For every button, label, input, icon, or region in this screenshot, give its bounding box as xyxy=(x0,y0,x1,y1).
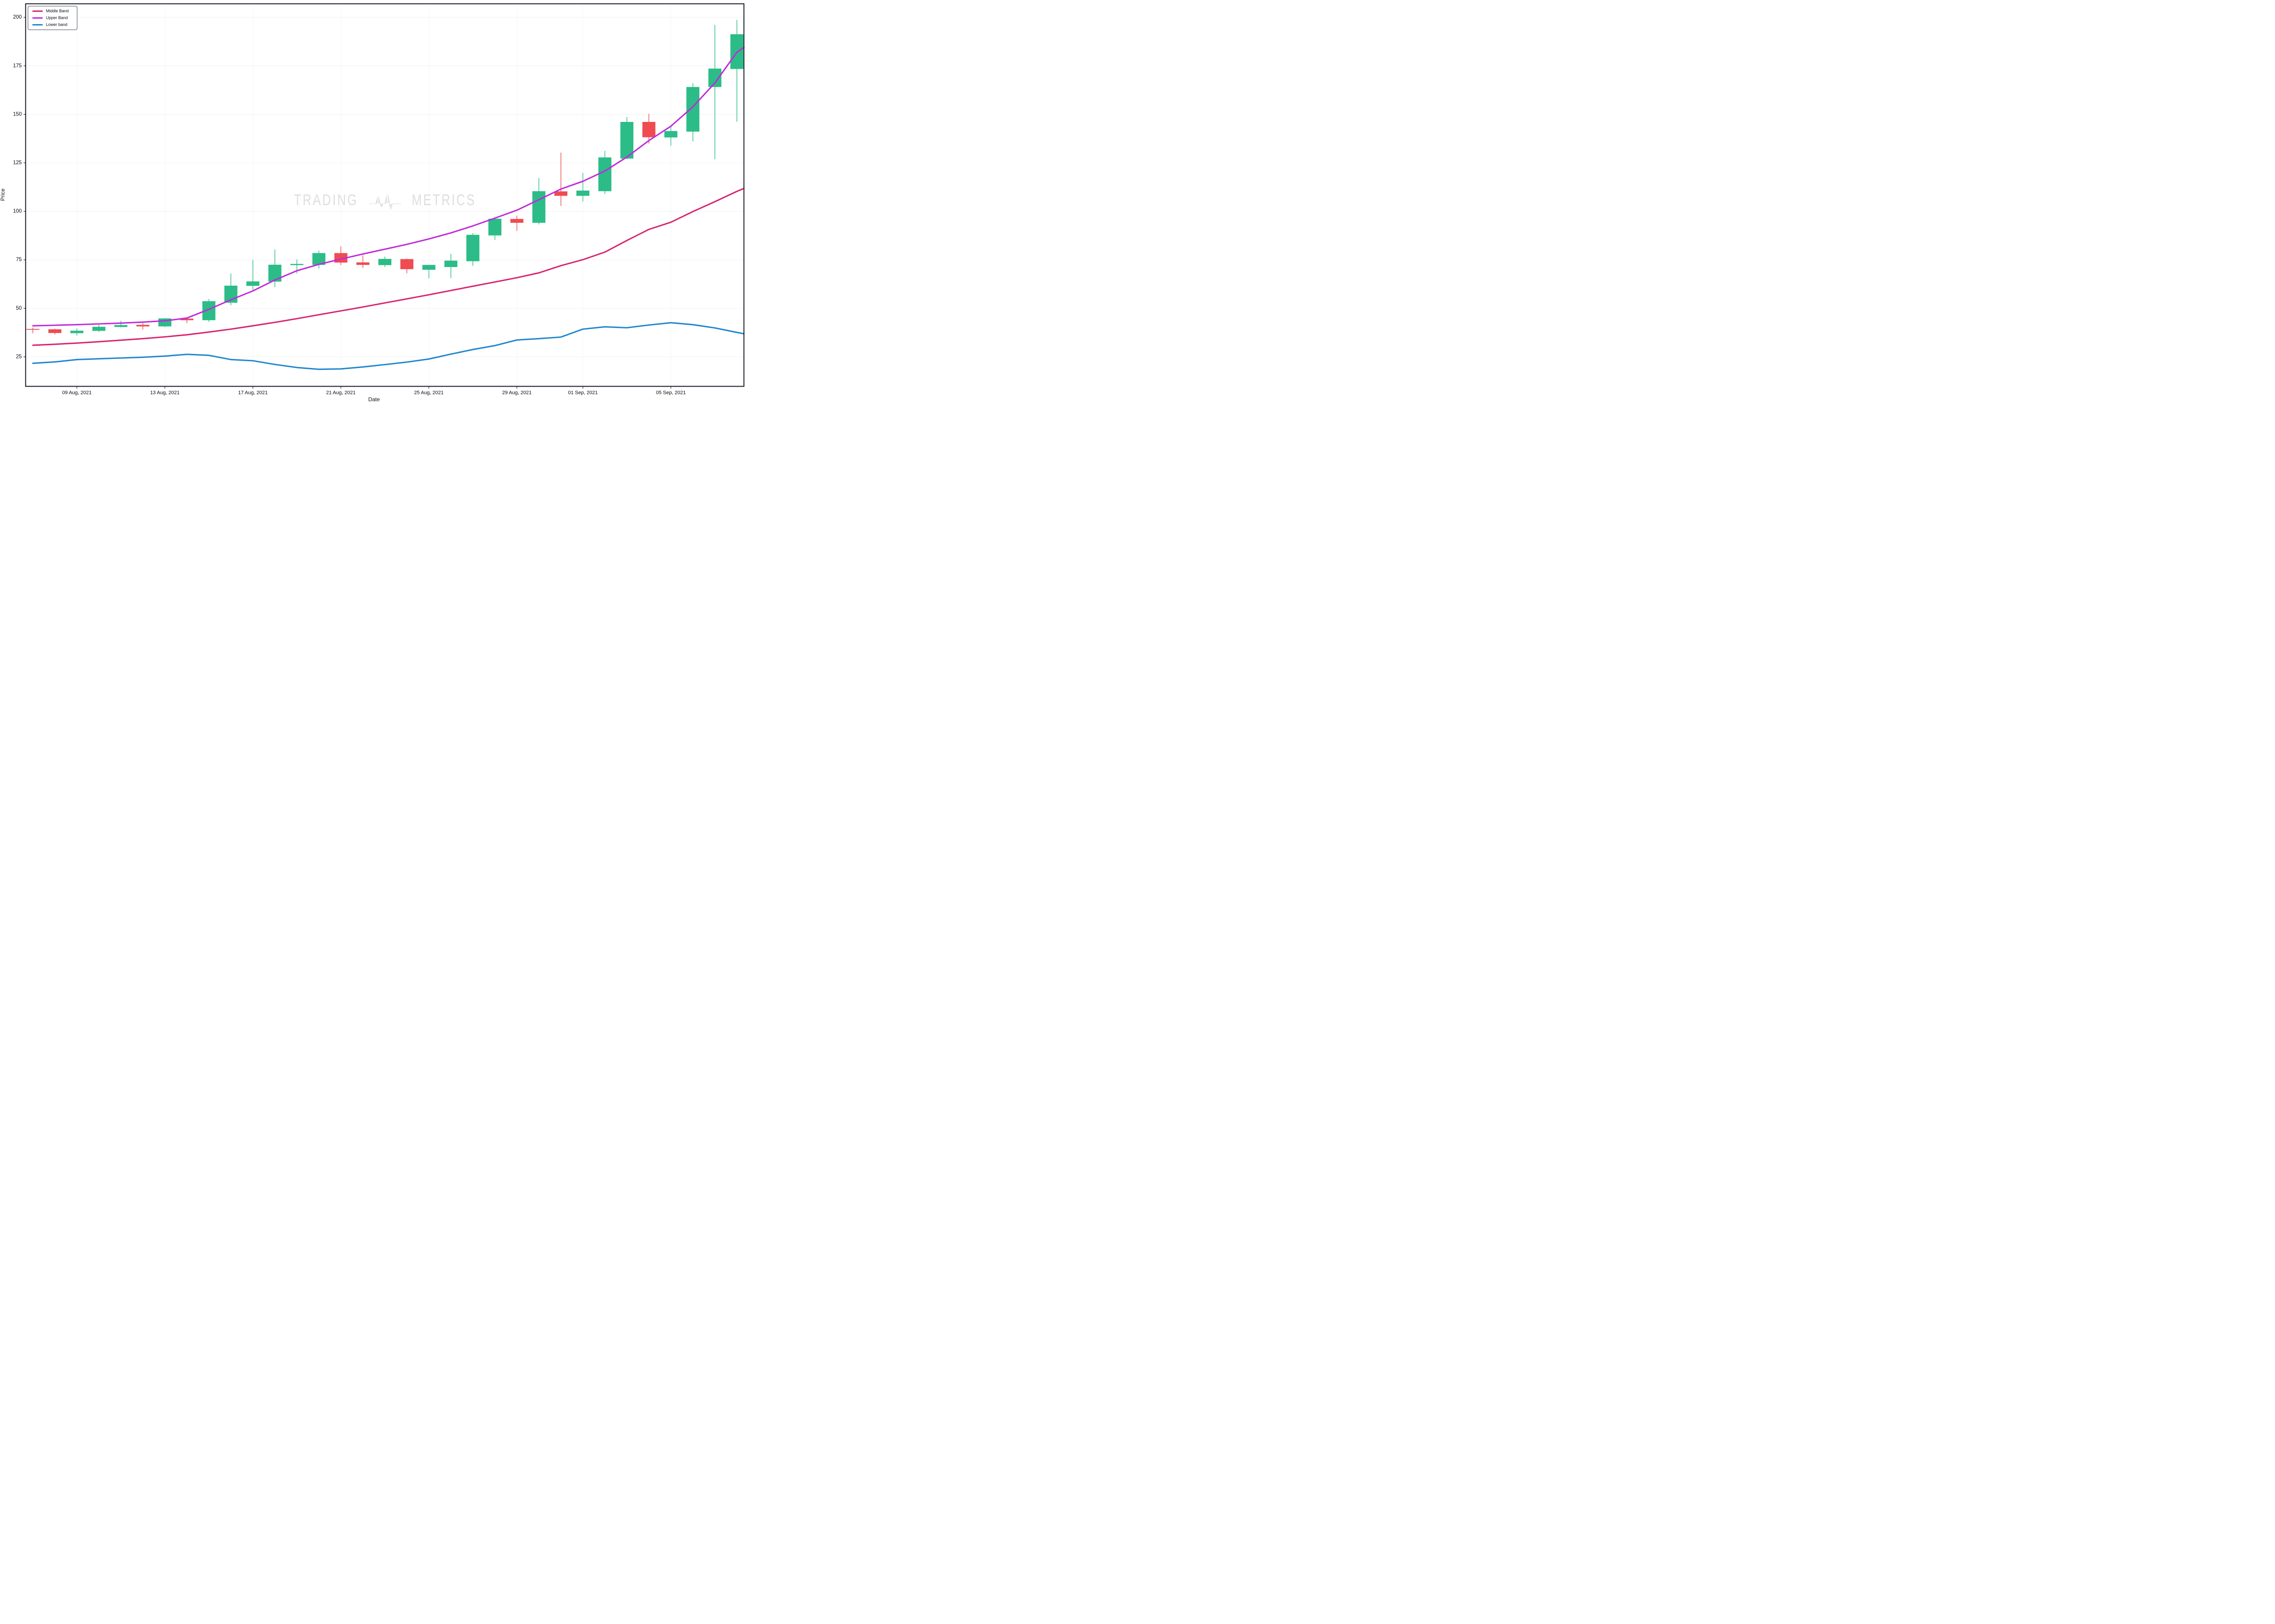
candle-down[interactable] xyxy=(26,328,40,333)
x-tick-label: 29 Aug, 2021 xyxy=(502,390,532,395)
lower-band-line[interactable] xyxy=(32,322,745,370)
x-tick-label: 21 Aug, 2021 xyxy=(326,390,356,395)
candle-body xyxy=(532,191,546,223)
x-tick-label: 13 Aug, 2021 xyxy=(150,390,180,395)
candle-down[interactable] xyxy=(510,216,524,231)
y-tick-label: 125 xyxy=(13,160,22,166)
y-tick-label: 150 xyxy=(13,111,22,117)
y-tick-label: 50 xyxy=(16,306,22,311)
candle-body xyxy=(290,264,303,265)
x-tick-label: 09 Aug, 2021 xyxy=(62,390,92,395)
candle-up[interactable] xyxy=(246,260,260,290)
candle-body xyxy=(554,191,568,196)
candle-body xyxy=(70,330,84,333)
plot-svg: 25 50 75 100 125 150 175 200 09 Aug, 2021 13 Aug,… xyxy=(13,3,745,395)
x-tick-label: 01 Sep, 2021 xyxy=(568,390,597,395)
candle-up[interactable] xyxy=(70,328,84,336)
candle-body xyxy=(92,327,106,331)
legend-label: Lower band xyxy=(46,22,68,27)
x-tick-label: 17 Aug, 2021 xyxy=(238,390,268,395)
legend-label: Middle Band xyxy=(46,9,69,13)
candle-body xyxy=(246,281,260,286)
candle-up[interactable] xyxy=(598,151,612,194)
candle-down[interactable] xyxy=(48,328,61,335)
candle-body xyxy=(268,264,282,282)
candle-body xyxy=(356,262,369,265)
upper-band-line[interactable] xyxy=(32,46,745,327)
candle-body xyxy=(400,259,414,269)
y-axis-title: Price xyxy=(0,188,6,201)
candle-body xyxy=(510,219,524,223)
candle-wick xyxy=(582,173,583,202)
candle-body xyxy=(664,131,677,138)
candle-down[interactable] xyxy=(400,258,414,273)
candle-up[interactable] xyxy=(92,325,106,332)
candle-wick xyxy=(516,216,517,231)
candle-up[interactable] xyxy=(290,259,303,274)
legend-label: Upper Band xyxy=(46,15,68,20)
y-tick-label: 175 xyxy=(13,63,22,69)
page: { "axes": { "x_title": "Date", "y_title"… xyxy=(0,0,747,406)
candle-body xyxy=(466,235,480,262)
candle-body xyxy=(444,260,458,267)
candle-up[interactable] xyxy=(576,173,590,202)
y-tick-label: 200 xyxy=(13,15,22,20)
candle-up[interactable] xyxy=(444,254,458,278)
candle-up[interactable] xyxy=(532,178,546,225)
candle-body xyxy=(180,318,194,320)
x-tick-label: 05 Sep, 2021 xyxy=(656,390,686,395)
legend: Middle Band Upper Band Lower band xyxy=(28,6,77,30)
plot-border-spine xyxy=(25,3,745,387)
candle-down[interactable] xyxy=(554,152,568,206)
candle-up[interactable] xyxy=(488,218,501,240)
candle-up[interactable] xyxy=(686,83,700,141)
candle-body xyxy=(26,329,40,330)
candle-down[interactable] xyxy=(356,255,369,268)
candle-up[interactable] xyxy=(466,233,480,266)
middle-band-swatch-icon xyxy=(32,10,43,12)
candle-up[interactable] xyxy=(158,318,172,328)
candle-wick xyxy=(714,25,715,159)
candle-up[interactable] xyxy=(664,125,677,146)
candle-body xyxy=(422,265,435,270)
upper-band-swatch-icon xyxy=(32,17,43,19)
candle-down[interactable] xyxy=(642,114,656,144)
candle-up[interactable] xyxy=(114,321,127,328)
candle-up[interactable] xyxy=(422,264,435,279)
middle-band-line[interactable] xyxy=(32,187,745,346)
candle-down[interactable] xyxy=(136,321,150,330)
legend-item-lower-band[interactable]: Lower band xyxy=(32,23,72,27)
legend-item-upper-band[interactable]: Upper Band xyxy=(32,16,72,20)
candle-body xyxy=(576,190,590,196)
candle-body xyxy=(48,329,61,333)
candle-body xyxy=(488,218,501,236)
x-axis-title: Date xyxy=(368,396,380,403)
candle-up[interactable] xyxy=(378,256,392,267)
candle-down[interactable] xyxy=(180,318,194,323)
legend-item-middle-band[interactable]: Middle Band xyxy=(32,9,72,13)
candle-body xyxy=(620,122,634,159)
candle-body xyxy=(378,259,392,265)
candle-up[interactable] xyxy=(620,117,634,160)
y-tick-label: 100 xyxy=(13,209,22,214)
candlestick-chart: 25 50 75 100 125 150 175 200 09 Aug, 2021 13 Aug,… xyxy=(0,0,747,406)
x-tick-label: 25 Aug, 2021 xyxy=(414,390,444,395)
candle-body xyxy=(136,325,150,327)
candle-body xyxy=(598,157,612,192)
candle-body xyxy=(686,87,700,132)
lower-band-swatch-icon xyxy=(32,24,43,25)
plot-area[interactable] xyxy=(25,4,744,387)
y-tick-label: 75 xyxy=(16,257,22,262)
candle-body xyxy=(642,122,656,137)
candle-body xyxy=(114,325,127,327)
y-tick-label: 25 xyxy=(16,354,22,359)
